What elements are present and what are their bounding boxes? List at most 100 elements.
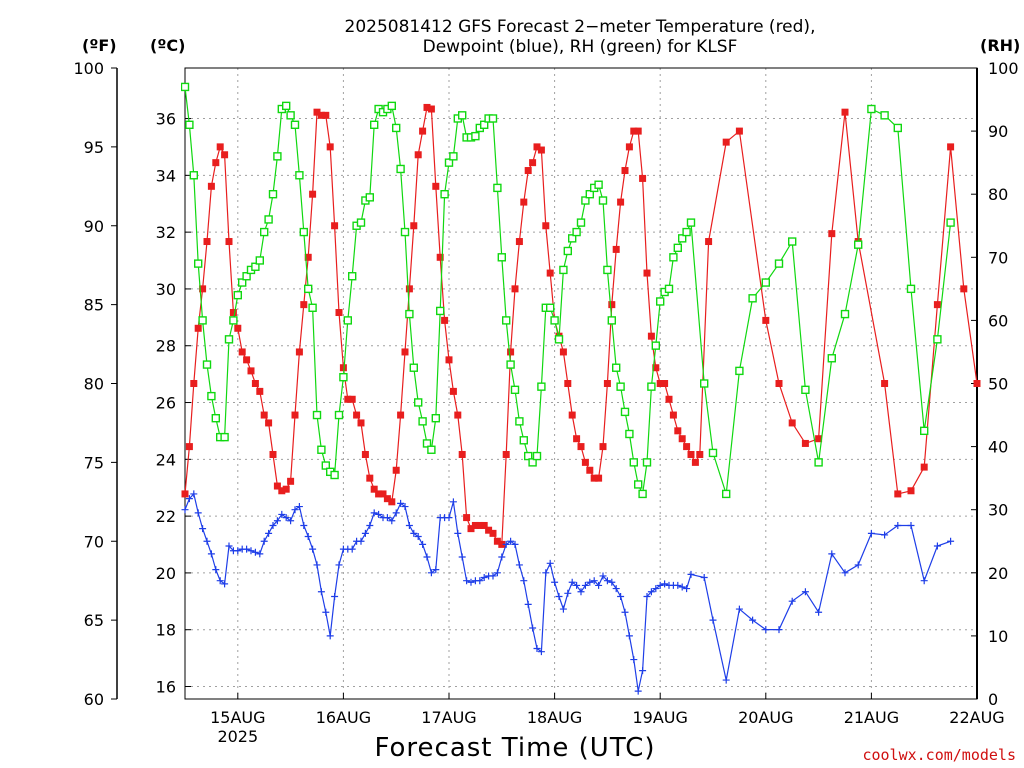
dewpoint-point	[445, 514, 453, 522]
temperature-point	[423, 103, 431, 111]
temperature-point	[260, 411, 268, 419]
temperature-point	[828, 230, 836, 238]
dewpoint-point	[507, 537, 515, 545]
temperature-point	[357, 419, 365, 427]
rh-point	[585, 189, 594, 199]
dewpoint-point	[573, 581, 581, 589]
temperature-point	[269, 450, 277, 458]
rh-point	[251, 262, 260, 271]
rh-point	[576, 218, 586, 227]
dewpoint-point	[419, 540, 427, 548]
dewpoint-point	[221, 580, 229, 588]
rh-point	[229, 316, 238, 325]
dewpoint-point	[194, 509, 202, 517]
temperature-point	[476, 521, 484, 529]
dewpoint-point	[920, 577, 928, 585]
celsius-tick-label: 24	[156, 450, 176, 469]
dewpoint-point	[749, 616, 757, 624]
dewpoint-point	[366, 521, 374, 529]
dewpoint-point	[894, 521, 902, 529]
rh-point	[893, 123, 902, 133]
chart-title-line1: 2025081412 GFS Forecast 2−meter Temperat…	[344, 17, 816, 37]
celsius-tick-label: 20	[156, 564, 176, 583]
rh-point	[422, 439, 432, 448]
rh-point	[515, 417, 524, 426]
rh-point	[392, 123, 401, 133]
site-credit[interactable]: coolwx.com/models	[862, 746, 1016, 764]
temperature-point	[625, 143, 633, 151]
dewpoint-point	[185, 495, 193, 503]
temperature-point	[234, 324, 242, 332]
dewpoint-point	[335, 561, 343, 569]
rh-point	[339, 372, 348, 382]
temperature-point	[639, 174, 647, 182]
dewpoint-point	[212, 566, 220, 574]
rh-point	[788, 237, 797, 246]
temperature-point	[449, 387, 457, 395]
dewpoint-point	[502, 540, 510, 548]
fahrenheit-tick-label: 65	[84, 611, 104, 630]
temperature-point	[414, 151, 422, 159]
temperature-point	[630, 127, 638, 135]
dewpoint-point	[511, 540, 519, 548]
x-axis-title: Forecast Time (UTC)	[374, 733, 656, 763]
temperature-point	[705, 238, 713, 246]
dewpoint-point	[405, 521, 413, 529]
dewpoint-point	[828, 550, 836, 558]
dewpoint-point	[603, 577, 611, 585]
rh-point	[598, 196, 608, 205]
dewpoint-point	[251, 548, 259, 556]
rh-point	[260, 227, 269, 237]
dewpoint-point	[458, 553, 466, 561]
temperature-point	[282, 485, 290, 493]
fahrenheit-tick-label: 90	[84, 217, 104, 236]
rh-point	[268, 189, 278, 199]
dewpoint-point	[568, 578, 576, 586]
dewpoint-point	[762, 626, 770, 634]
dewpoint-point	[907, 521, 915, 529]
temperature-point	[199, 285, 207, 293]
rh-point	[946, 218, 955, 227]
celsius-tick-label: 28	[156, 337, 176, 356]
temperature-point	[344, 395, 352, 403]
rh-point	[664, 284, 674, 294]
dewpoint-point	[287, 517, 295, 525]
temperature-point	[687, 450, 695, 458]
fahrenheit-tick-label: 80	[84, 375, 104, 394]
dewpoint-point	[247, 547, 255, 555]
temperature-point	[841, 108, 849, 116]
temperature-point	[212, 159, 220, 167]
rh-point	[686, 218, 696, 227]
temperature-point	[326, 143, 334, 151]
series-rh	[181, 82, 955, 499]
temperature-point	[353, 411, 361, 419]
dewpoint-point	[225, 542, 233, 550]
dewpoint-point	[709, 616, 717, 624]
temperature-point	[696, 450, 704, 458]
dewpoint-point	[537, 648, 545, 656]
rh-point	[532, 451, 542, 461]
temperature-point	[542, 222, 550, 230]
temperature-point	[881, 380, 889, 387]
rh-point	[387, 101, 396, 111]
rh-point	[854, 240, 863, 249]
temperature-point	[229, 309, 237, 317]
rh-point	[299, 227, 308, 237]
dewpoint-point	[357, 537, 365, 545]
dewpoint-point	[397, 499, 405, 507]
dewpoint-point	[273, 517, 281, 525]
temperature-point	[920, 463, 928, 471]
plot-frame	[184, 67, 978, 700]
temperature-point	[595, 474, 603, 482]
rh-point	[220, 432, 229, 442]
temperature-point	[397, 411, 405, 419]
rh-point	[449, 152, 458, 161]
dewpoint-point	[181, 506, 189, 514]
rh-tick-label: 40	[988, 438, 1008, 457]
dewpoint-point	[265, 529, 273, 537]
temperature-point	[313, 108, 321, 116]
temperature-point	[256, 387, 264, 395]
temperature-point	[454, 411, 462, 419]
dewpoint-point	[449, 498, 457, 506]
rh-point	[647, 382, 656, 391]
